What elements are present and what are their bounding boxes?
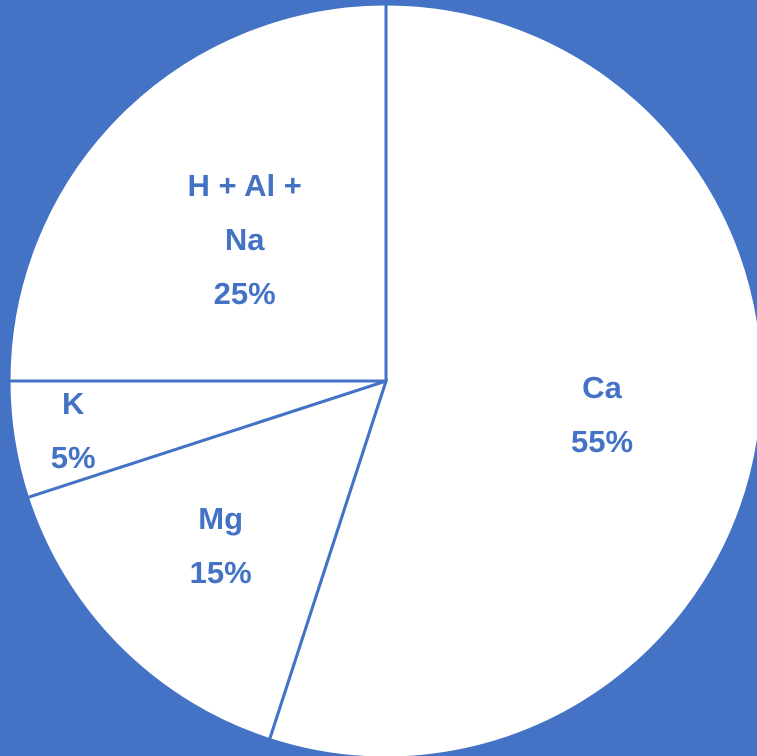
data-label-line: 55% xyxy=(570,424,634,460)
data-label-line: K xyxy=(61,385,85,421)
data-label-line: Mg xyxy=(198,501,244,537)
data-label-line: 25% xyxy=(213,275,276,311)
data-label-ca: Ca 55% xyxy=(571,361,633,469)
pie-slice-h-al-na xyxy=(7,2,388,383)
pie-slice-mg xyxy=(25,378,389,742)
pie-slices xyxy=(7,2,757,756)
data-label-k: K 5% xyxy=(51,377,96,485)
data-label-line: H + Al + xyxy=(187,167,302,203)
data-label-line: 15% xyxy=(189,555,252,591)
data-label-line: Na xyxy=(224,221,265,257)
data-label-h-al-na: H + Al + Na 25% xyxy=(188,159,302,321)
data-label-line: 5% xyxy=(50,439,96,475)
pie-slice-ca xyxy=(267,2,757,756)
data-label-mg: Mg 15% xyxy=(190,492,252,600)
data-label-line: Ca xyxy=(582,370,622,406)
